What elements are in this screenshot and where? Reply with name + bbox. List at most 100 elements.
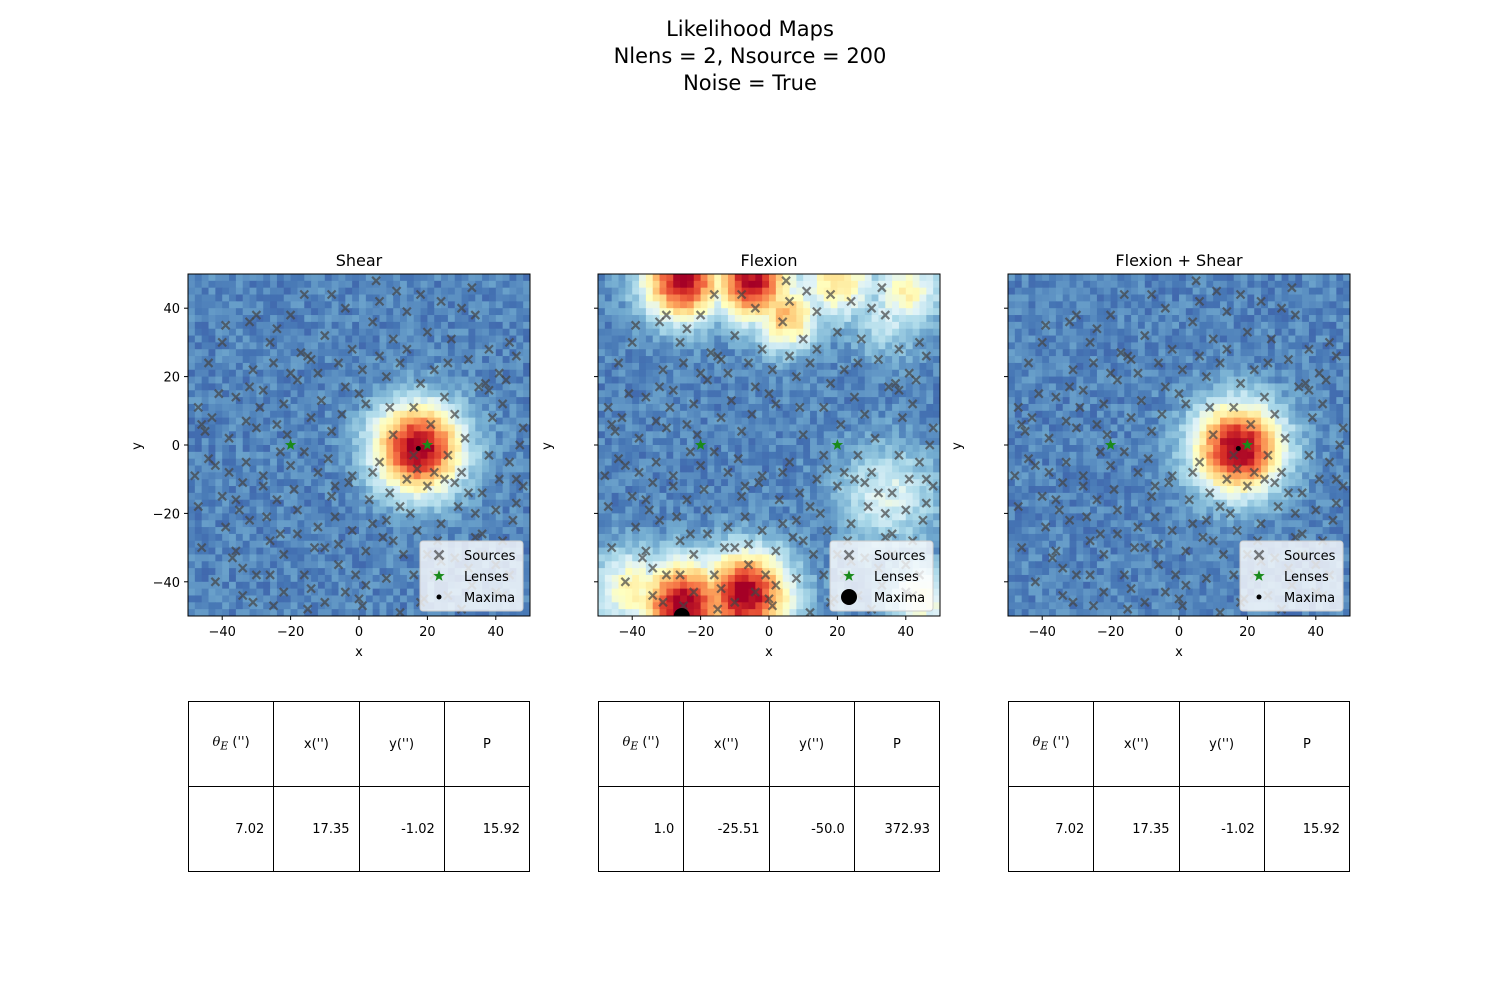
heatmap-cell: [365, 280, 374, 289]
heatmap-cell: [488, 403, 497, 412]
heatmap-cell: [188, 321, 196, 330]
source-marker: [508, 515, 518, 526]
heatmap-cell: [727, 499, 736, 508]
heatmap-cell: [523, 356, 530, 364]
heatmap-cell: [235, 602, 244, 610]
heatmap-cell: [714, 342, 722, 350]
heatmap-cell: [782, 561, 791, 569]
heatmap-cell: [194, 397, 203, 405]
heatmap-cell: [229, 308, 237, 316]
heatmap-cell: [406, 513, 415, 521]
heatmap-cell: [400, 581, 408, 590]
heatmap-cell: [659, 451, 667, 460]
heatmap-cell: [816, 356, 825, 364]
heatmap-cell: [188, 568, 196, 576]
source-marker: [487, 412, 498, 423]
heatmap-cell: [352, 513, 360, 521]
heatmap-cell: [686, 458, 695, 467]
heatmap-cell: [201, 349, 210, 357]
heatmap-cell: [208, 527, 216, 535]
heatmap-cell: [905, 376, 914, 385]
heatmap-cell: [823, 492, 832, 501]
heatmap-cell: [215, 321, 223, 330]
heatmap-cell: [297, 486, 305, 494]
heatmap-cell: [680, 349, 688, 357]
heatmap-cell: [755, 527, 763, 535]
heatmap-cell: [885, 472, 893, 480]
heatmap-cell: [482, 369, 490, 378]
source-marker: [333, 358, 344, 368]
heatmap-cell: [208, 499, 216, 508]
heatmap-cell: [276, 431, 285, 439]
heatmap-cell: [810, 513, 818, 521]
heatmap-cell: [673, 369, 681, 378]
heatmap-cell: [468, 499, 476, 508]
heatmap-cell: [810, 540, 818, 549]
heatmap-cell: [242, 554, 251, 562]
heatmap-cell: [864, 280, 873, 289]
heatmap-cell: [249, 383, 257, 391]
heatmap-cell: [263, 369, 271, 378]
heatmap-cell: [700, 424, 709, 432]
heatmap-cell: [386, 287, 394, 296]
heatmap-cell: [734, 458, 743, 467]
heatmap-cell: [324, 472, 333, 480]
heatmap-cell: [816, 540, 825, 549]
heatmap-cell: [714, 315, 722, 323]
source-marker: [436, 296, 446, 307]
heatmap-cell: [741, 465, 750, 473]
heatmap-cell: [263, 431, 271, 439]
heatmap-cell: [769, 533, 777, 542]
heatmap-cell: [639, 349, 647, 357]
heatmap-cell: [338, 315, 346, 323]
heatmap-cell: [400, 294, 408, 302]
heatmap-cell: [618, 445, 626, 453]
heatmap-cell: [762, 486, 770, 494]
heatmap-cell: [693, 356, 702, 364]
heatmap-cell: [345, 472, 353, 480]
heatmap-cell: [509, 362, 517, 371]
heatmap-cell: [721, 390, 729, 398]
heatmap-cell: [270, 294, 278, 302]
heatmap-cell: [919, 445, 927, 453]
heatmap-cell: [598, 527, 606, 535]
heatmap-cell: [611, 342, 620, 350]
heatmap-cell: [673, 410, 681, 419]
heatmap-cell: [242, 486, 251, 494]
heatmap-cell: [625, 301, 633, 309]
heatmap-cell: [447, 403, 456, 412]
heatmap-cell: [249, 506, 257, 514]
heatmap-cell: [352, 410, 360, 419]
heatmap-cell: [912, 472, 921, 480]
heatmap-cell: [892, 445, 900, 453]
heatmap-cell: [393, 458, 401, 467]
heatmap-cell: [194, 581, 203, 590]
heatmap-cell: [256, 506, 264, 514]
heatmap-cell: [427, 499, 435, 508]
heatmap-cell: [823, 445, 832, 453]
heatmap-cell: [933, 410, 940, 419]
heatmap-cell: [755, 465, 763, 473]
heatmap-cell: [625, 424, 633, 432]
heatmap-cell: [413, 356, 422, 364]
heatmap-cell: [830, 321, 838, 330]
source-marker: [388, 535, 398, 546]
heatmap-cell: [249, 349, 257, 357]
heatmap-cell: [762, 520, 770, 528]
heatmap-cell: [700, 472, 709, 480]
heatmap-cell: [379, 568, 387, 576]
heatmap-cell: [639, 280, 647, 289]
heatmap-cell: [796, 280, 804, 289]
heatmap-cell: [673, 451, 681, 460]
heatmap-cell: [803, 520, 811, 528]
source-marker: [511, 351, 522, 361]
heatmap-cell: [406, 369, 415, 378]
heatmap-cell: [830, 349, 838, 357]
heatmap-cell: [898, 308, 907, 316]
heatmap-cell: [475, 390, 483, 398]
heatmap-cell: [345, 492, 353, 501]
heatmap-cell: [762, 547, 770, 556]
heatmap-cell: [208, 431, 216, 439]
heatmap-cell: [502, 315, 511, 323]
heatmap-cell: [393, 417, 401, 426]
